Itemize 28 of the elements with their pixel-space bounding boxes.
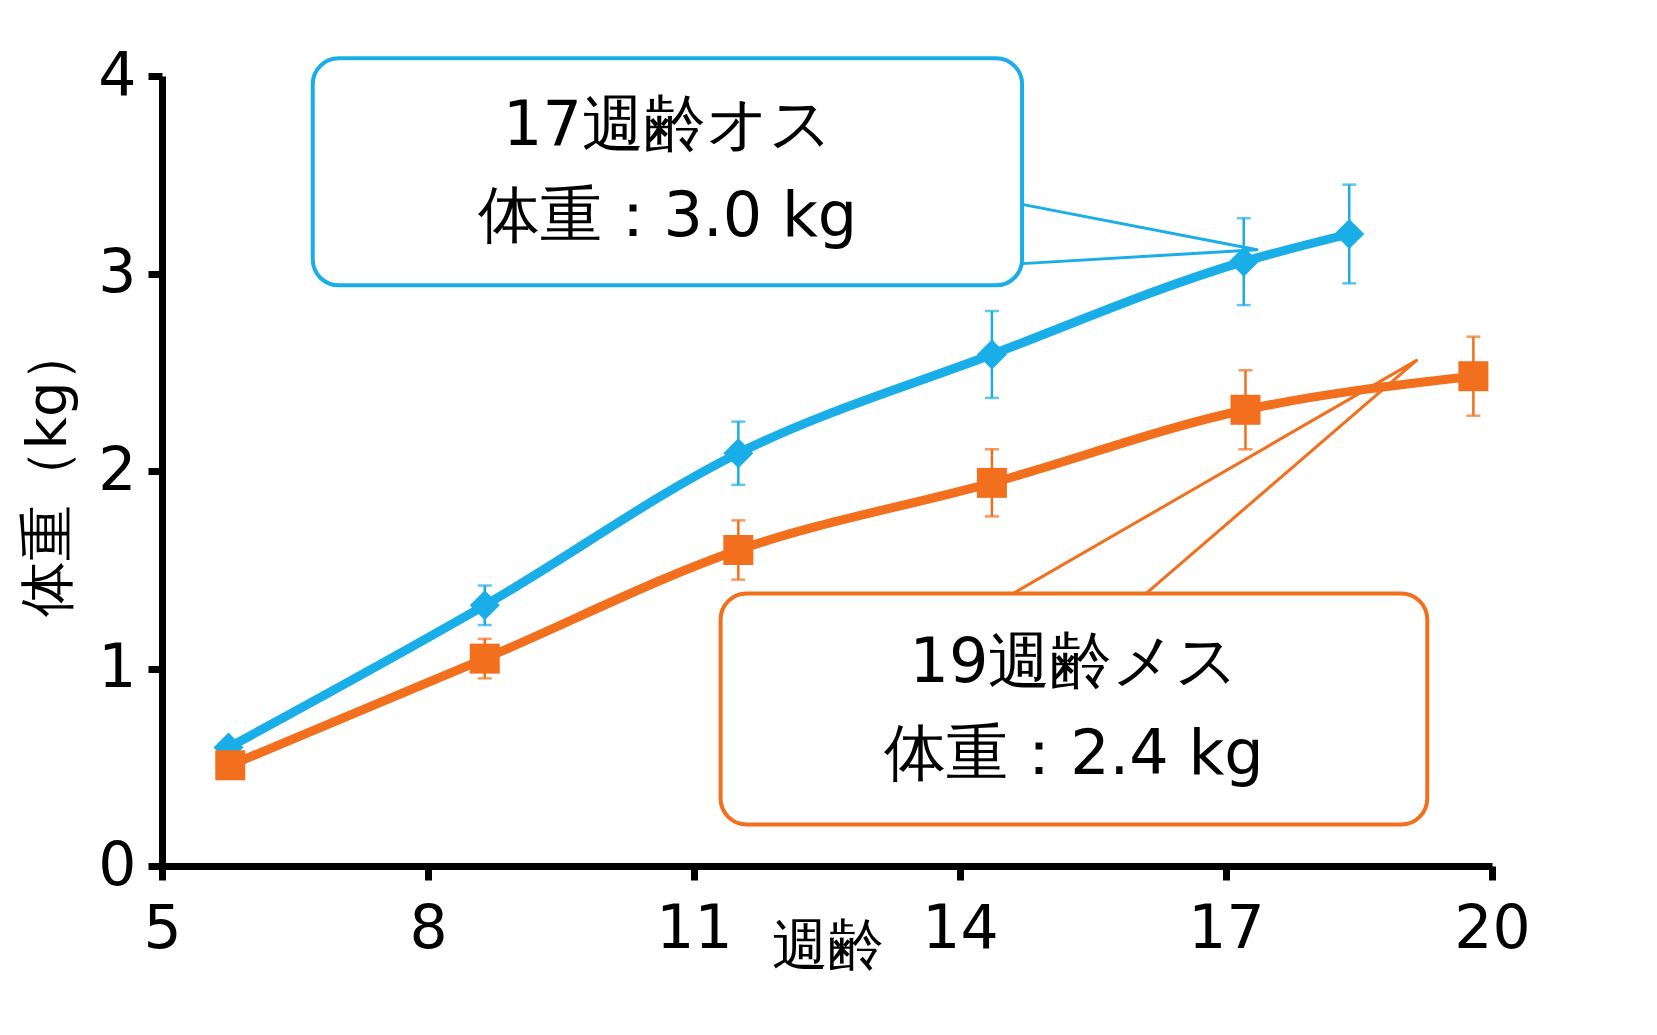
y-tick-label: 0	[98, 828, 137, 899]
x-tick-label: 20	[1454, 891, 1531, 962]
point	[469, 590, 500, 621]
point	[1230, 394, 1261, 425]
x-tick-label: 14	[922, 891, 999, 962]
point	[1458, 361, 1489, 392]
y-axis-title: 体重（kg）	[14, 325, 80, 618]
y-tick-label: 4	[98, 38, 137, 109]
annotation: 17週齢オス	[502, 87, 832, 161]
x-tick-label: 11	[656, 891, 733, 962]
annotation: 体重：3.0 kg	[477, 178, 858, 252]
annotation: 19週齢メス	[909, 623, 1239, 697]
point	[723, 535, 754, 565]
x-axis-title: 週齢	[771, 911, 884, 977]
point	[1228, 246, 1259, 277]
annotation: 体重：2.4 kg	[884, 716, 1264, 790]
y-tick-label: 1	[98, 631, 137, 701]
point	[469, 643, 500, 674]
point	[1334, 219, 1365, 249]
point	[976, 467, 1007, 498]
y-tick-label: 3	[98, 236, 137, 306]
point	[723, 438, 754, 469]
point	[976, 339, 1007, 370]
x-tick-label: 17	[1188, 891, 1265, 962]
y-tick-label: 2	[98, 433, 137, 504]
point	[215, 750, 246, 781]
x-tick-label: 8	[409, 891, 448, 962]
x-tick-label: 5	[143, 891, 182, 962]
